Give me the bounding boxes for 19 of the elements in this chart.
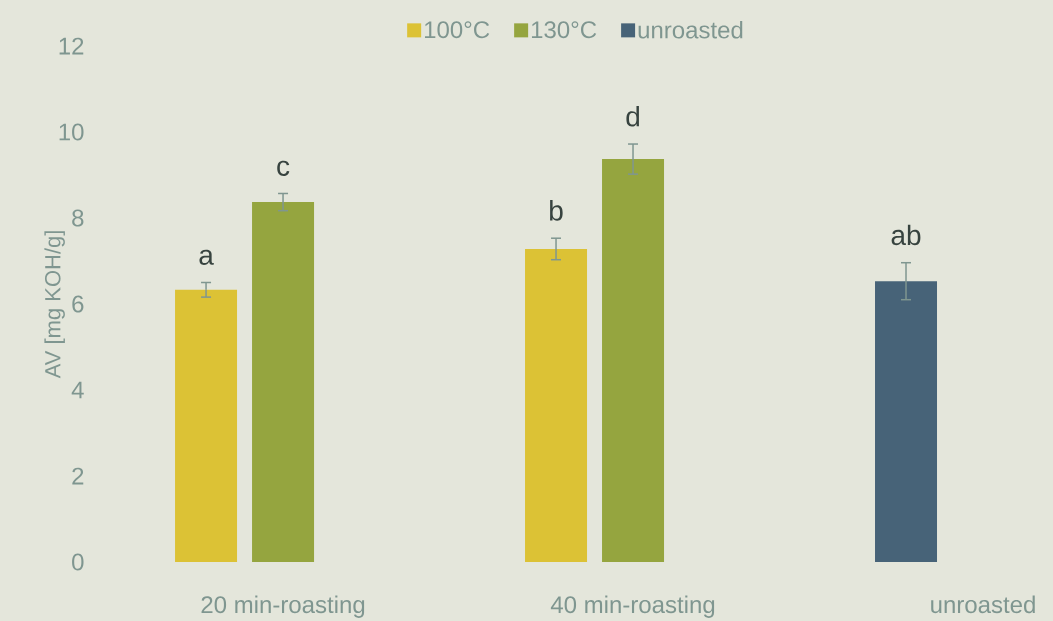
y-tick-label: 4 (71, 381, 84, 399)
y-tick-label: 10 (59, 123, 84, 141)
data-label: b (550, 200, 563, 221)
y-tick-label: 8 (72, 209, 84, 227)
legend-label: unroasted (638, 20, 743, 39)
data-label: d (626, 105, 640, 127)
y-tick-label: 0 (72, 553, 84, 571)
x-tick-label: 20 min-roasting (201, 595, 365, 618)
legend-label: 130°C (531, 21, 597, 39)
legend-label: 100°C (424, 21, 490, 39)
data-label: a (199, 249, 214, 265)
data-label: ab (891, 224, 921, 246)
y-tick-label: 6 (72, 295, 84, 313)
y-tick-label: 2 (72, 467, 84, 485)
data-label: c (277, 160, 290, 176)
y-tick-label: 12 (59, 37, 84, 55)
x-tick-label: 40 min-roasting (550, 595, 715, 618)
y-axis-title: AV [mg KOH/g] (44, 231, 65, 379)
x-tick-label: unroasted (931, 595, 1035, 614)
